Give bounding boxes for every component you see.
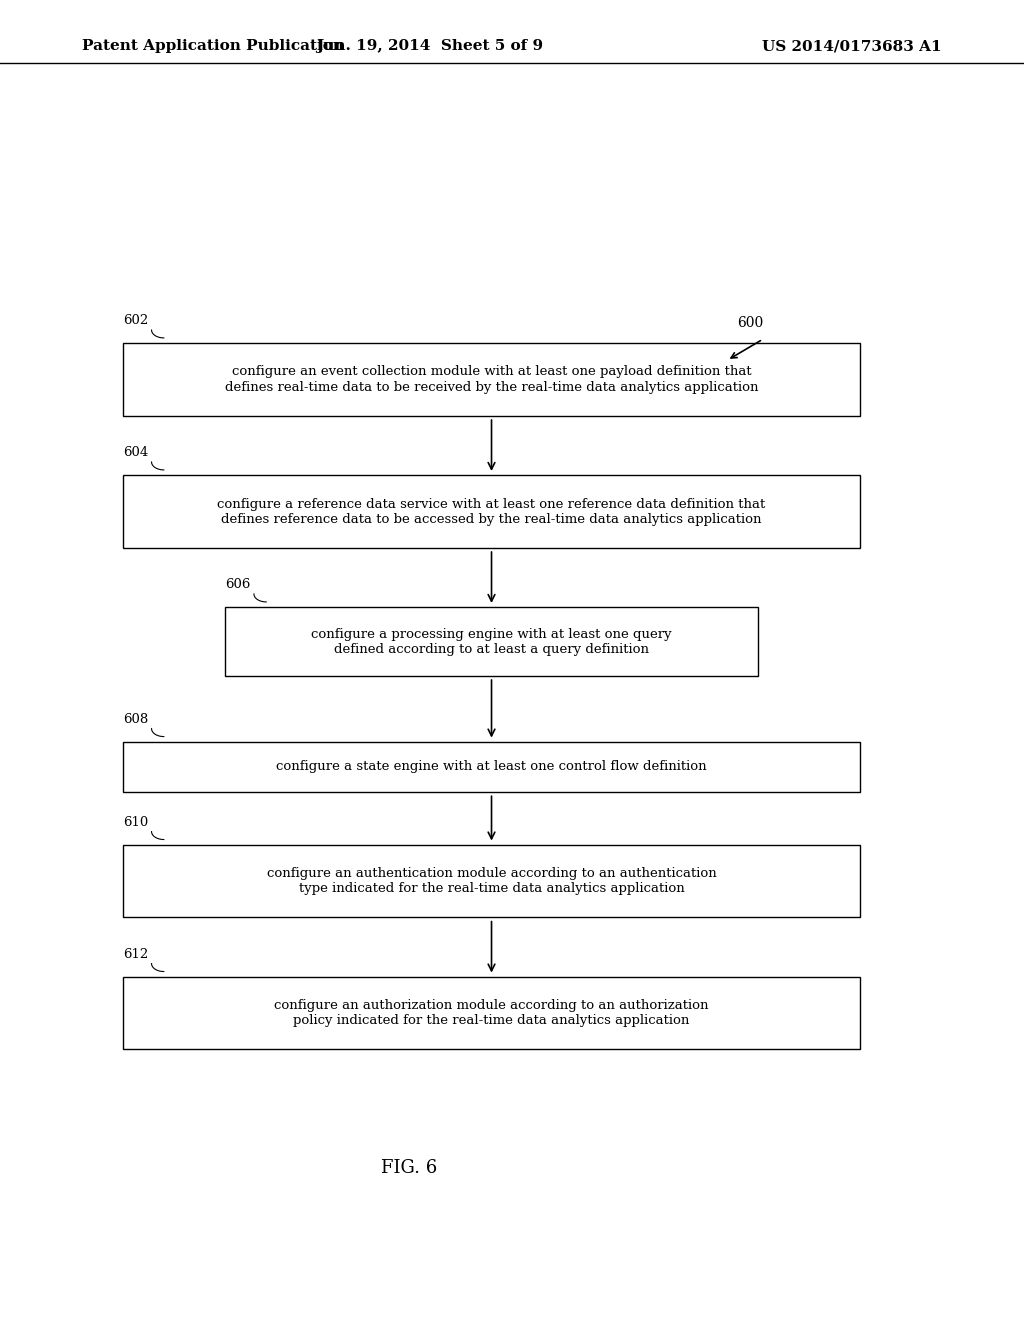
Text: configure an authentication module according to an authentication
type indicated: configure an authentication module accor…: [266, 867, 717, 895]
Text: 602: 602: [123, 314, 148, 327]
Text: Patent Application Publication: Patent Application Publication: [82, 40, 344, 53]
Text: configure a processing engine with at least one query
defined according to at le: configure a processing engine with at le…: [311, 627, 672, 656]
Text: 610: 610: [123, 816, 148, 829]
Text: FIG. 6: FIG. 6: [382, 1159, 437, 1177]
FancyBboxPatch shape: [123, 845, 860, 917]
Text: configure an event collection module with at least one payload definition that
d: configure an event collection module wit…: [225, 366, 758, 393]
Text: configure an authorization module according to an authorization
policy indicated: configure an authorization module accord…: [274, 999, 709, 1027]
Text: 606: 606: [225, 578, 251, 591]
Text: 608: 608: [123, 713, 148, 726]
Text: configure a state engine with at least one control flow definition: configure a state engine with at least o…: [276, 760, 707, 774]
Text: US 2014/0173683 A1: US 2014/0173683 A1: [763, 40, 942, 53]
Text: configure a reference data service with at least one reference data definition t: configure a reference data service with …: [217, 498, 766, 525]
Text: 612: 612: [123, 948, 148, 961]
FancyBboxPatch shape: [123, 742, 860, 792]
Text: 604: 604: [123, 446, 148, 459]
FancyBboxPatch shape: [225, 607, 758, 676]
Text: 600: 600: [737, 315, 764, 330]
FancyBboxPatch shape: [123, 475, 860, 548]
FancyBboxPatch shape: [123, 343, 860, 416]
Text: Jun. 19, 2014  Sheet 5 of 9: Jun. 19, 2014 Sheet 5 of 9: [316, 40, 544, 53]
FancyBboxPatch shape: [123, 977, 860, 1049]
